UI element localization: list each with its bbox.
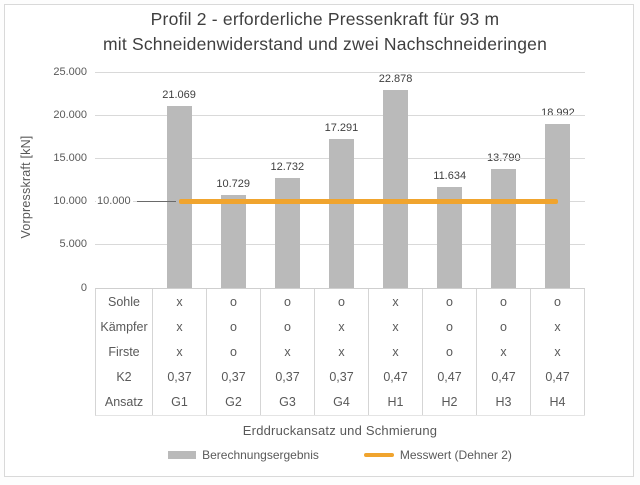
bar-series-swatch-icon xyxy=(168,451,197,459)
chart-title-line2: mit Schneidenwiderstand und zwei Nachsch… xyxy=(102,34,548,54)
y-tick-25.000: 25.000 xyxy=(53,65,87,78)
table-cell: 0,37 xyxy=(153,364,207,390)
table-row-label: K2 xyxy=(96,364,153,390)
bar-label-G3: 12.732 xyxy=(270,160,305,173)
bar-H2 xyxy=(437,187,463,288)
table-cell: G2 xyxy=(207,389,261,416)
bar-label-H1: 22.878 xyxy=(378,73,413,86)
y-tick-10.000: 10.000 xyxy=(53,195,87,208)
bar-label-H3: 13.790 xyxy=(486,151,521,164)
chart-frame xyxy=(4,4,634,477)
table-cell: 0,47 xyxy=(423,364,477,390)
table-cell: x xyxy=(531,339,585,365)
table-cell: o xyxy=(531,289,585,315)
legend-label-bar-series: Berechnungsergebnis xyxy=(202,448,319,462)
bar-H1 xyxy=(383,90,409,288)
table-cell: o xyxy=(207,339,261,365)
table-row-label: Kämpfer xyxy=(96,314,153,340)
table-row-k2: K2 0,37 0,37 0,37 0,37 0,47 0,47 0,47 0,47 xyxy=(96,364,585,390)
table-cell: x xyxy=(369,314,423,340)
y-tick-20.000: 20.000 xyxy=(53,108,87,121)
table-cell: 0,37 xyxy=(315,364,369,390)
y-tick-15.000: 15.000 xyxy=(53,151,87,164)
table-cell: x xyxy=(315,339,369,365)
table-cell: x xyxy=(153,289,207,315)
table-cell: x xyxy=(477,339,531,365)
legend-item-line-series: Messwert (Dehner 2) xyxy=(363,448,512,462)
table-cell: G1 xyxy=(153,389,207,416)
table-cell: o xyxy=(423,289,477,315)
table-row-kmpfer: Kämpfer x o o x x o o x xyxy=(96,314,585,340)
bar-H4 xyxy=(545,123,571,288)
table-row-ansatz: Ansatz G1 G2 G3 G4 H1 H2 H3 H4 xyxy=(96,389,585,416)
bar-G3 xyxy=(274,177,300,288)
table-cell: x xyxy=(531,314,585,340)
table-cell: o xyxy=(423,339,477,365)
table-cell: 0,37 xyxy=(207,364,261,390)
legend: Berechnungsergebnis Messwert (Dehner 2) xyxy=(95,447,585,463)
table-cell: o xyxy=(261,289,315,315)
bar-label-G1: 21.069 xyxy=(162,88,196,101)
table-cell: x xyxy=(315,314,369,340)
table-cell: x xyxy=(153,339,207,365)
bar-label-H4: 18.992 xyxy=(541,106,575,119)
table-cell: H4 xyxy=(531,389,585,416)
table-cell: x xyxy=(369,339,423,365)
table-cell: H3 xyxy=(477,389,531,416)
gridline-25.000 xyxy=(95,71,585,73)
table-cell: G3 xyxy=(261,389,315,416)
legend-label-line-series: Messwert (Dehner 2) xyxy=(399,448,512,462)
table-cell: o xyxy=(315,289,369,315)
table-row-firste: Firste x o x x x o x x xyxy=(96,339,585,365)
table-cell: o xyxy=(207,289,261,315)
y-tick-0: 0 xyxy=(80,281,87,294)
bar-label-H2: 11.634 xyxy=(433,170,467,183)
line-series-swatch-icon xyxy=(363,453,394,457)
bar-H3 xyxy=(491,168,517,288)
table-cell: x xyxy=(261,339,315,365)
bar-label-G4: 17.291 xyxy=(324,121,359,134)
target-value-annotation: 10.000 xyxy=(96,195,133,208)
table-cell: x xyxy=(369,289,423,315)
table-cell: o xyxy=(207,314,261,340)
table-cell: 0,47 xyxy=(369,364,423,390)
table-cell: 0,47 xyxy=(531,364,585,390)
y-tick-5.000: 5.000 xyxy=(59,238,87,251)
measured-value-line xyxy=(179,199,558,205)
chart-title: Profil 2 - erforderliche Pressenkraft fü… xyxy=(12,7,638,57)
bar-G4 xyxy=(328,138,354,288)
table-cell: o xyxy=(477,289,531,315)
gridline-20.000 xyxy=(95,114,585,116)
table-cell: G4 xyxy=(315,389,369,416)
table-cell: o xyxy=(261,314,315,340)
legend-item-bar-series: Berechnungsergebnis xyxy=(168,448,319,462)
table-cell: H1 xyxy=(369,389,423,416)
table-row-label: Sohle xyxy=(96,289,153,315)
x-axis-title: Erddruckansatz und Schmierung xyxy=(242,423,438,438)
bar-G2 xyxy=(220,195,246,288)
table-cell: o xyxy=(423,314,477,340)
table-row-label: Ansatz xyxy=(96,389,153,416)
table-row-sohle: Sohle x o o o x o o o xyxy=(96,289,585,315)
chart-title-line1: Profil 2 - erforderliche Pressenkraft fü… xyxy=(150,9,500,29)
bar-G1 xyxy=(166,105,192,288)
table-cell: 0,47 xyxy=(477,364,531,390)
bar-label-G2: 10.729 xyxy=(216,178,251,191)
table-cell: 0,37 xyxy=(261,364,315,390)
data-table: Sohle x o o o x o o o Kämpfer x o o x x o o x Firste x o x x x o… xyxy=(95,288,585,416)
table-cell: H2 xyxy=(423,389,477,416)
annotation-leader-line xyxy=(137,201,176,202)
table-row-label: Firste xyxy=(96,339,153,365)
table-cell: x xyxy=(153,314,207,340)
table-cell: o xyxy=(477,314,531,340)
